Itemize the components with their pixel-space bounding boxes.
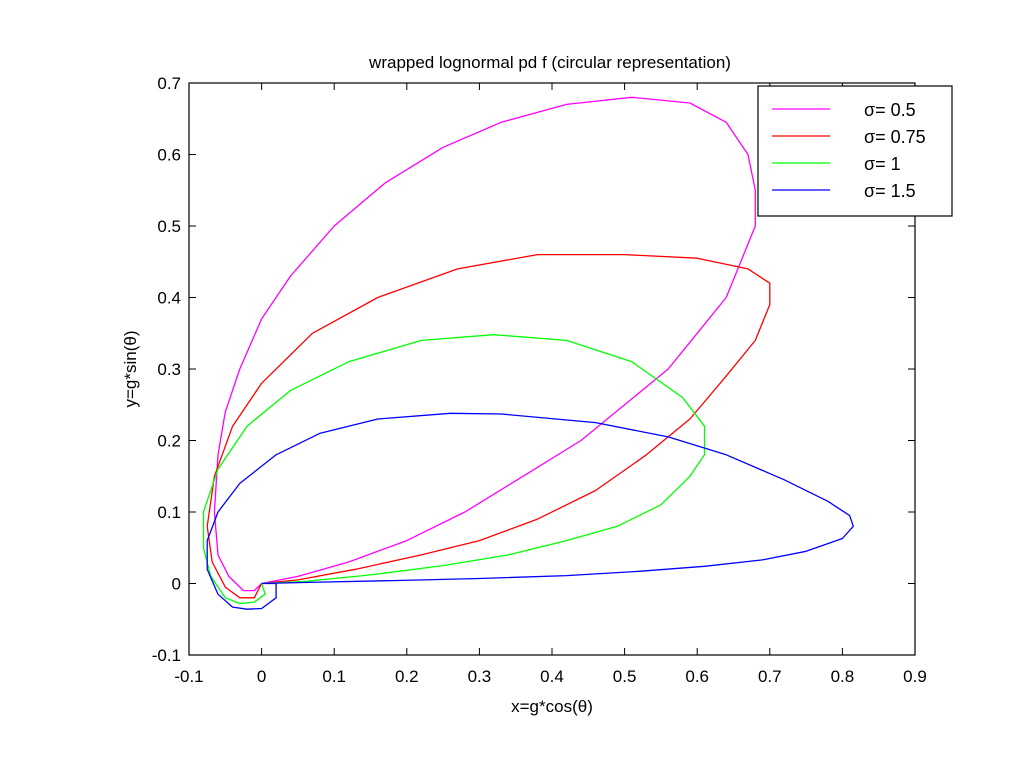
x-tick-label: 0.6: [685, 667, 709, 686]
x-tick-label: 0.7: [758, 667, 782, 686]
series-line-1: [206, 253, 771, 599]
y-axis: -0.1 0 0.1 0.2 0.3 0.4 0.5 0.6 0.7: [152, 74, 915, 665]
series-line-2: [202, 334, 706, 605]
y-tick-label: 0: [172, 575, 181, 594]
y-tick-label: 0.2: [157, 432, 181, 451]
x-tick-label: -0.1: [174, 667, 203, 686]
x-tick-label: 0.4: [540, 667, 564, 686]
y-tick-label: -0.1: [152, 646, 181, 665]
legend: σ= 0.5 σ= 0.75 σ= 1 σ= 1.5: [757, 85, 953, 217]
x-tick-label: 0.2: [395, 667, 419, 686]
series-lines: [202, 96, 854, 610]
y-axis-label: y=g*sin(θ): [121, 330, 140, 407]
series-line-3: [206, 412, 854, 610]
y-tick-label: 0.3: [157, 360, 181, 379]
y-tick-label: 0.4: [157, 289, 181, 308]
legend-entry-label: σ= 0.5: [864, 100, 916, 120]
x-axis-label: x=g*cos(θ): [511, 697, 593, 716]
x-tick-label: 0.9: [903, 667, 927, 686]
y-tick-label: 0.6: [157, 146, 181, 165]
x-tick-label: 0.5: [613, 667, 637, 686]
x-tick-label: 0.3: [468, 667, 492, 686]
legend-entry-label: σ= 0.75: [864, 127, 926, 147]
y-tick-label: 0.7: [157, 74, 181, 93]
chart-title: wrapped lognormal pd f (circular represe…: [368, 53, 731, 72]
legend-entry-label: σ= 1.5: [864, 181, 916, 201]
y-tick-label: 0.1: [157, 503, 181, 522]
x-tick-label: 0.1: [322, 667, 346, 686]
legend-box: [757, 85, 953, 217]
y-tick-label: 0.5: [157, 217, 181, 236]
x-tick-label: 0.8: [831, 667, 855, 686]
series-line-0: [213, 96, 756, 592]
legend-entry-label: σ= 1: [864, 154, 901, 174]
x-tick-label: 0: [257, 667, 266, 686]
x-axis: -0.1 0 0.1 0.2 0.3 0.4 0.5 0.6 0.7 0.8 0.9: [174, 83, 927, 686]
